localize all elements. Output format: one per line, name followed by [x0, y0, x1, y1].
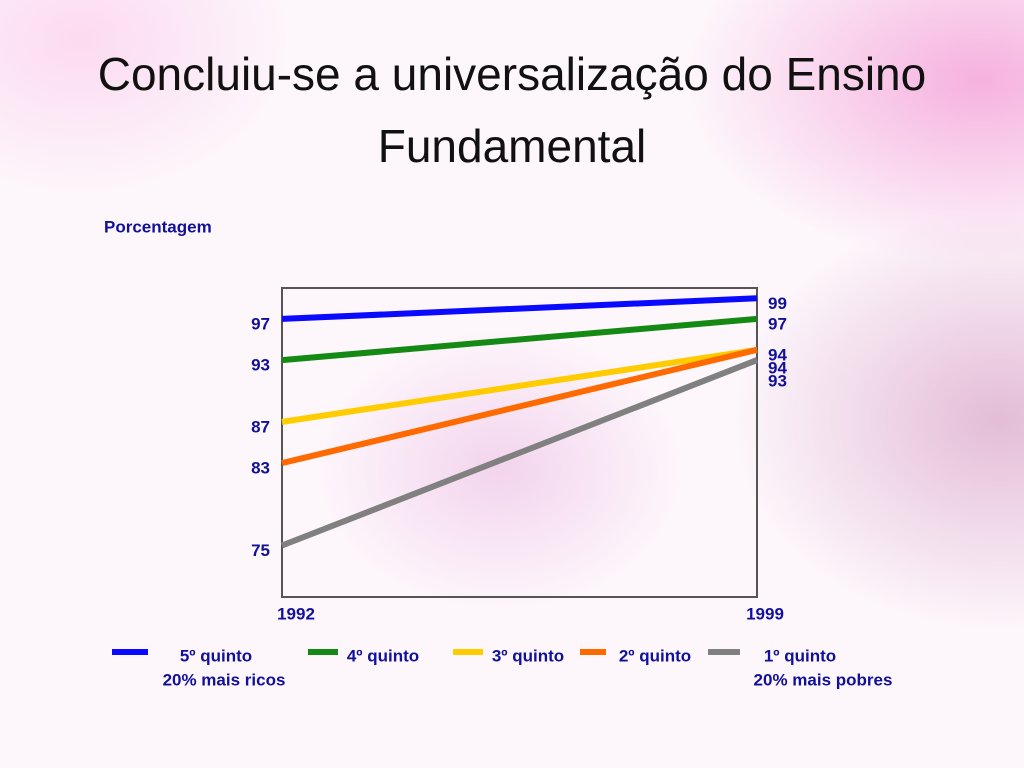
annotation: 20% mais ricos [163, 670, 286, 689]
data-label: 94 [768, 358, 787, 377]
series-line [280, 357, 759, 549]
series-line [281, 346, 758, 467]
data-label: 99 [768, 294, 787, 313]
data-label: 97 [768, 314, 787, 333]
data-label: 93 [768, 371, 787, 390]
legend-label: 5º quinto [180, 646, 252, 665]
data-label: 75 [251, 541, 270, 560]
data-label: 83 [251, 459, 270, 478]
data-label: 87 [251, 417, 270, 436]
x-tick-label: 1999 [746, 604, 784, 623]
chart-title: Concluiu-se a universalização do Ensino … [97, 48, 927, 172]
plot-frame [281, 287, 758, 598]
data-label: 97 [251, 314, 270, 333]
series-line [281, 315, 758, 364]
series-line [281, 295, 758, 322]
x-tick-label: 1992 [277, 604, 315, 623]
legend-label: 4º quinto [347, 646, 419, 665]
data-label: 94 [768, 345, 787, 364]
series-line [281, 346, 758, 425]
legend-label: 3º quinto [492, 646, 564, 665]
y-axis-label: Porcentagem [104, 217, 212, 236]
data-label: 93 [251, 356, 270, 375]
legend-label: 1º quinto [764, 646, 836, 665]
legend-label: 2º quinto [619, 646, 691, 665]
annotation: 20% mais pobres [754, 670, 893, 689]
